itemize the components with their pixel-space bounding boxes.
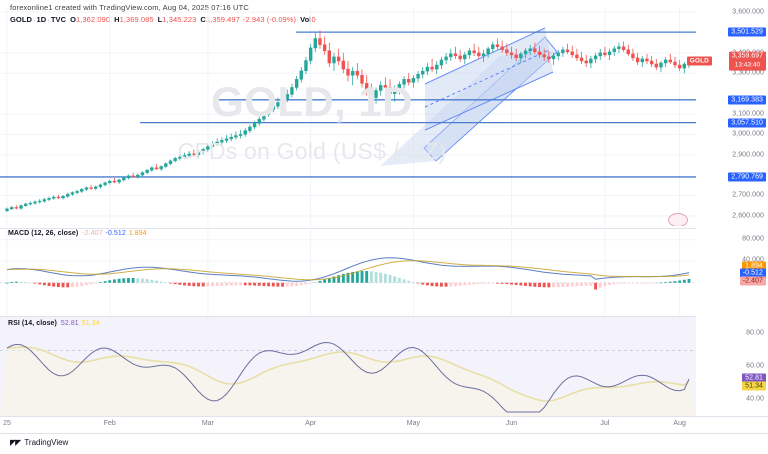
- footer-bar: ◤◤ TradingView: [0, 433, 768, 454]
- interval-label[interactable]: 1D: [36, 15, 47, 24]
- high-value: 1,369.085: [119, 15, 154, 24]
- open-value: 1,362.090: [76, 15, 111, 24]
- close-value: 1,359.497: [205, 15, 240, 24]
- close-key: C: [200, 15, 206, 24]
- time-tick-label: Aug: [673, 420, 686, 427]
- volume-value: 0: [311, 15, 316, 24]
- open-key: O: [70, 15, 77, 24]
- macd-line-value: -0.512: [105, 230, 126, 237]
- macd-legend[interactable]: MACD (12, 26, close) -2.407 -0.512 1.894: [8, 230, 147, 237]
- tradingview-logo[interactable]: ◤◤ TradingView: [10, 438, 68, 447]
- bar-countdown: 13:43:40: [734, 61, 761, 69]
- price-tick-label: 3,000.000: [732, 130, 764, 138]
- price-pane[interactable]: GOLD, 1D CFDs on Gold (US$ / OZ): [0, 8, 696, 226]
- price-tick-label: 2,900.000: [732, 151, 764, 159]
- price-tick-label: 3,300.000: [732, 69, 764, 77]
- symbol-legend[interactable]: GOLD·1D·TVC O1,362.090 H1,369.085 L1,345.22…: [10, 15, 316, 24]
- time-tick-label: Jun: [505, 420, 518, 427]
- price-level-tag[interactable]: 2,790.769: [728, 172, 766, 182]
- rsi-tick-label: 80.00: [746, 329, 764, 337]
- price-tick-label: 3,100.000: [732, 110, 764, 118]
- last-price-value: 3,359.697: [731, 52, 763, 60]
- rsi-legend[interactable]: RSI (14, close) 52.81 51.34: [8, 320, 100, 327]
- time-tick-label: Feb: [103, 420, 116, 427]
- rsi-ma-value: 51.34: [81, 320, 100, 327]
- price-tick-label: 3,600.000: [732, 8, 764, 16]
- time-axis[interactable]: 25 Feb Mar Apr May Jun Jul Aug: [0, 416, 768, 434]
- price-candles-svg[interactable]: [0, 8, 696, 226]
- tradingview-glyph-icon: ◤◤: [10, 438, 21, 447]
- price-tick-label: 2,700.000: [732, 191, 764, 199]
- price-axis[interactable]: 3,600.0003,400.0003,300.0003,100.0003,00…: [686, 8, 768, 226]
- macd-title: MACD (12, 26, close): [8, 230, 79, 237]
- price-tick-label: 2,600.000: [732, 212, 764, 220]
- price-level-tag[interactable]: 3,057.510: [728, 118, 766, 128]
- rsi-tick-label: 60.00: [746, 362, 764, 370]
- time-tick-label: 25: [3, 420, 11, 427]
- macd-hist-value: -2.407: [82, 230, 103, 237]
- rsi-axis: 80.00 60.00 40.00 52.81 51.34: [696, 316, 768, 416]
- macd-signal-tag[interactable]: 1.894: [742, 261, 766, 271]
- attribution-text: forexonline1 created with TradingView.co…: [10, 3, 249, 12]
- macd-macd-tag[interactable]: -0.512: [739, 268, 766, 278]
- macd-svg: [0, 229, 696, 315]
- exchange-label: TVC: [50, 15, 67, 24]
- rsi-rsi-tag[interactable]: 52.81: [742, 373, 766, 383]
- macd-tick-label: 80.000: [742, 235, 764, 243]
- volume-key: Vol: [300, 15, 312, 24]
- high-key: H: [114, 15, 120, 24]
- time-tick-label: May: [406, 420, 421, 427]
- macd-hist-tag[interactable]: -2.407: [739, 276, 766, 286]
- rsi-svg: [0, 317, 696, 417]
- rsi-value: 52.81: [60, 320, 79, 327]
- price-level-tag[interactable]: 3,169.383: [728, 95, 766, 105]
- pin-marker-icon[interactable]: [668, 213, 688, 226]
- time-tick-label: Jul: [600, 420, 610, 427]
- last-price-tag[interactable]: 3,359.697 13:43:40: [728, 51, 766, 71]
- rsi-pane[interactable]: [0, 316, 696, 417]
- symbol-name[interactable]: GOLD: [10, 15, 32, 24]
- rsi-title: RSI (14, close): [8, 320, 57, 327]
- macd-pane[interactable]: [0, 228, 696, 315]
- price-level-tag[interactable]: 3,501.529: [728, 27, 766, 37]
- low-key: L: [157, 15, 163, 24]
- time-tick-label: Apr: [305, 420, 317, 427]
- macd-tick-label: 40.000: [742, 257, 764, 264]
- last-price-symbol-badge: GOLD: [686, 56, 712, 66]
- macd-signal-value: 1.894: [128, 230, 147, 237]
- time-tick-label: Mar: [201, 420, 214, 427]
- rsi-tick-label: 40.00: [746, 395, 764, 403]
- change-value: -2.943 (-0.09%): [242, 15, 297, 24]
- low-value: 1,345.223: [162, 15, 197, 24]
- rsi-ma-tag[interactable]: 51.34: [742, 381, 766, 391]
- tradingview-brand: TradingView: [24, 438, 69, 447]
